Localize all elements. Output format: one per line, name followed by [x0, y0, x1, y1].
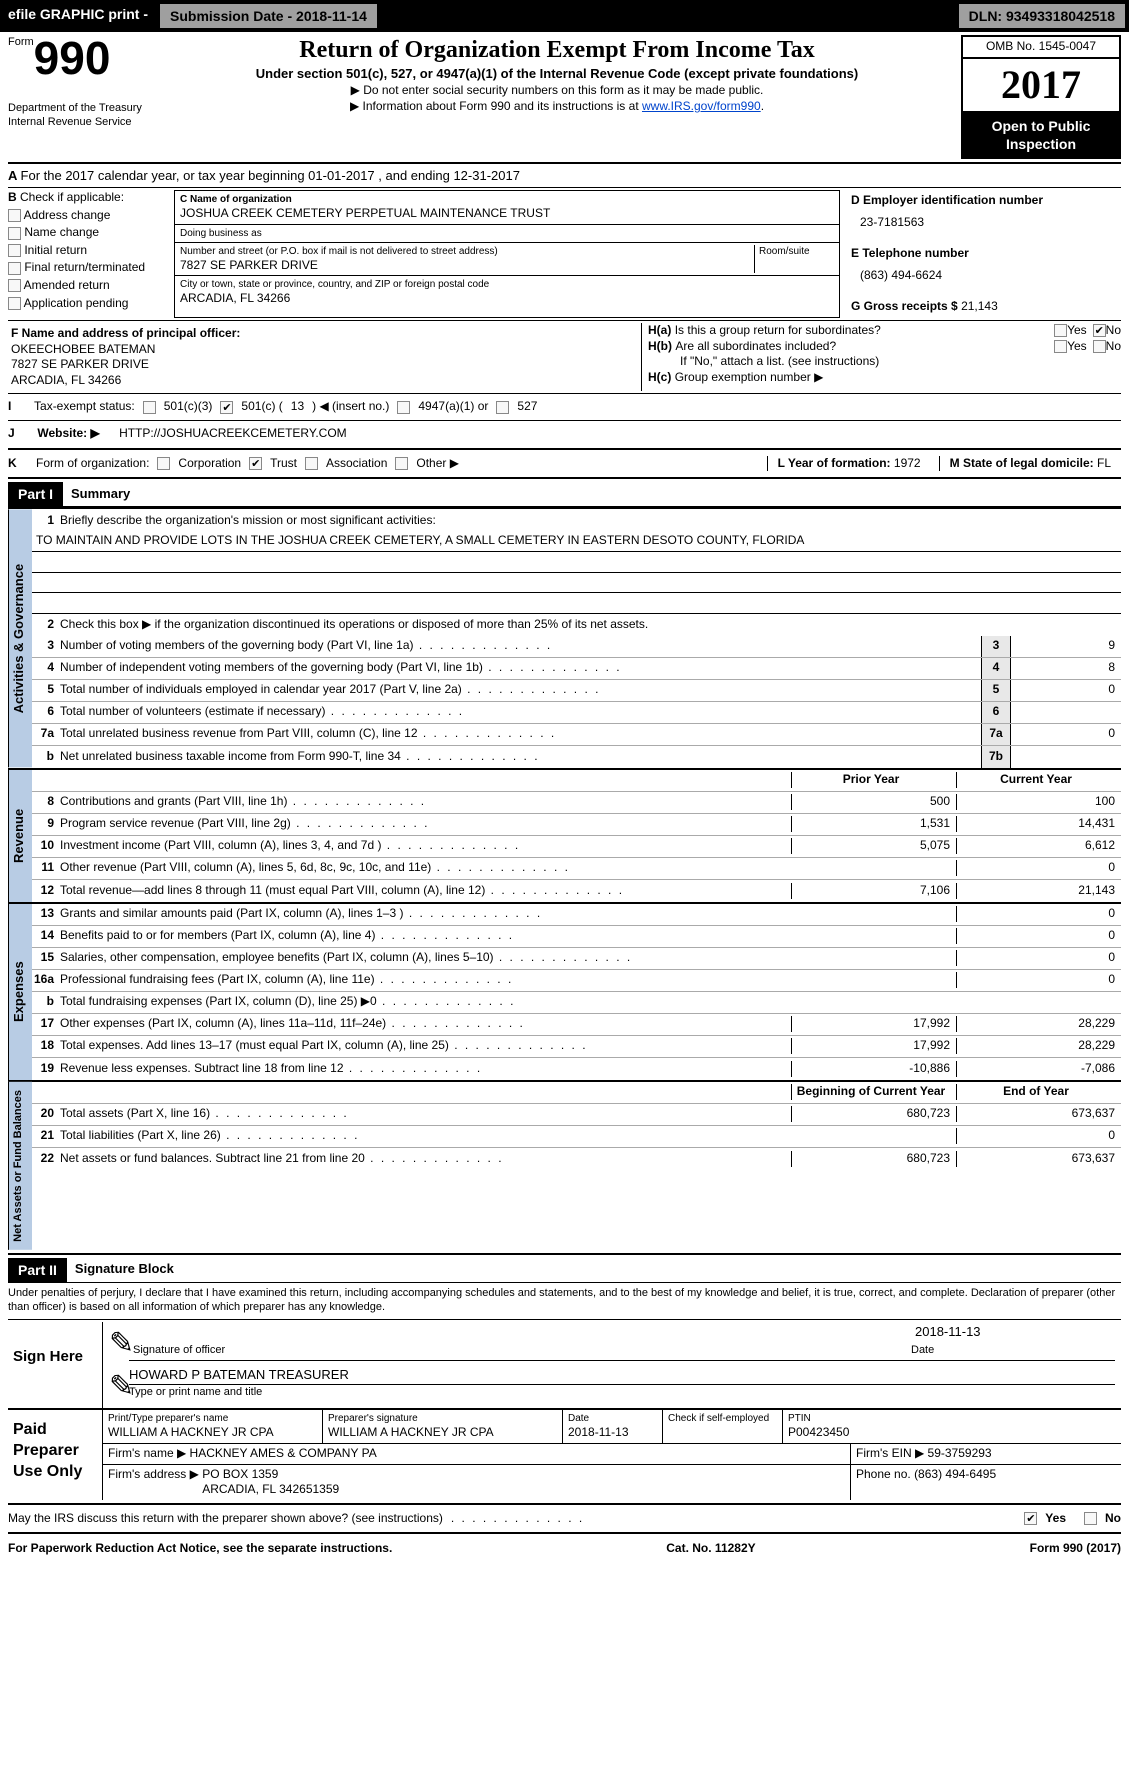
- pen-icon: ✎: [109, 1324, 129, 1363]
- form-number: Form990: [8, 35, 153, 81]
- chk-assoc[interactable]: [305, 457, 318, 470]
- chk-4947[interactable]: [397, 401, 410, 414]
- form-header: Form990 Department of the Treasury Inter…: [8, 35, 1121, 159]
- firm-address: PO BOX 1359 ARCADIA, FL 342651359: [202, 1467, 339, 1498]
- tab-revenue: Revenue: [8, 770, 32, 902]
- section-a-period: A For the 2017 calendar year, or tax yea…: [8, 168, 1121, 185]
- website-url: HTTP://JOSHUACREEKCEMETERY.COM: [119, 426, 347, 442]
- line-11: 11Other revenue (Part VIII, column (A), …: [32, 858, 1121, 880]
- line-19: 19Revenue less expenses. Subtract line 1…: [32, 1058, 1121, 1080]
- tax-year: 2017: [963, 59, 1119, 113]
- ptin: P00423450: [788, 1425, 1116, 1441]
- chk-application-pending[interactable]: Application pending: [8, 296, 168, 312]
- firm-name: HACKNEY AMES & COMPANY PA: [190, 1446, 377, 1460]
- line-12: 12Total revenue—add lines 8 through 11 (…: [32, 880, 1121, 902]
- line-14: 14Benefits paid to or for members (Part …: [32, 926, 1121, 948]
- preparer-signature: WILLIAM A HACKNEY JR CPA: [328, 1425, 557, 1441]
- part1-header: Part I Summary: [8, 482, 1121, 507]
- firm-phone: (863) 494-6495: [914, 1467, 996, 1481]
- discuss-yes[interactable]: [1024, 1512, 1037, 1525]
- line-b: bTotal fundraising expenses (Part IX, co…: [32, 992, 1121, 1014]
- line-8: 8Contributions and grants (Part VIII, li…: [32, 792, 1121, 814]
- line-9: 9Program service revenue (Part VIII, lin…: [32, 814, 1121, 836]
- tab-governance: Activities & Governance: [8, 509, 32, 767]
- form-subtitle: Under section 501(c), 527, or 4947(a)(1)…: [161, 66, 953, 83]
- line-16a: 16aProfessional fundraising fees (Part I…: [32, 970, 1121, 992]
- chk-501c[interactable]: [220, 401, 233, 414]
- city-state: ARCADIA, FL 34266: [180, 291, 834, 307]
- mission-text: TO MAINTAIN AND PROVIDE LOTS IN THE JOSH…: [32, 531, 1121, 552]
- ha-no[interactable]: [1093, 324, 1106, 337]
- chk-501c3[interactable]: [143, 401, 156, 414]
- chk-initial-return[interactable]: Initial return: [8, 243, 168, 259]
- form-title: Return of Organization Exempt From Incom…: [161, 35, 953, 66]
- tab-netassets: Net Assets or Fund Balances: [8, 1082, 32, 1250]
- line-21: 21Total liabilities (Part X, line 26)0: [32, 1126, 1121, 1148]
- omb-number: OMB No. 1545-0047: [963, 37, 1119, 59]
- top-bar: efile GRAPHIC print - Submission Date - …: [0, 0, 1129, 32]
- line-17: 17Other expenses (Part IX, column (A), l…: [32, 1014, 1121, 1036]
- line-20: 20Total assets (Part X, line 16)680,7236…: [32, 1104, 1121, 1126]
- hb-yes[interactable]: [1054, 340, 1067, 353]
- gov-line-7b: bNet unrelated business taxable income f…: [32, 746, 1121, 768]
- gross-receipts: 21,143: [961, 299, 998, 313]
- gov-line-6: 6Total number of volunteers (estimate if…: [32, 702, 1121, 724]
- note-ssn: ▶ Do not enter social security numbers o…: [161, 83, 953, 99]
- gov-line-3: 3Number of voting members of the governi…: [32, 636, 1121, 658]
- line-13: 13Grants and similar amounts paid (Part …: [32, 904, 1121, 926]
- discuss-no[interactable]: [1084, 1512, 1097, 1525]
- preparer-name: WILLIAM A HACKNEY JR CPA: [108, 1425, 317, 1441]
- line-18: 18Total expenses. Add lines 13–17 (must …: [32, 1036, 1121, 1058]
- chk-final-return[interactable]: Final return/terminated: [8, 260, 168, 276]
- pen-icon: ✎: [109, 1367, 129, 1406]
- sign-here-label: Sign Here: [8, 1322, 103, 1408]
- right-box: OMB No. 1545-0047 2017 Open to Public In…: [961, 35, 1121, 159]
- tab-expenses: Expenses: [8, 904, 32, 1080]
- chk-name-change[interactable]: Name change: [8, 225, 168, 241]
- perjury-declaration: Under penalties of perjury, I declare th…: [8, 1283, 1121, 1318]
- paid-preparer-label: Paid Preparer Use Only: [8, 1410, 103, 1499]
- title-block: Return of Organization Exempt From Incom…: [161, 35, 953, 114]
- chk-corp[interactable]: [157, 457, 170, 470]
- ha-yes[interactable]: [1054, 324, 1067, 337]
- dln-btn[interactable]: DLN: 93493318042518: [958, 3, 1126, 29]
- submission-date-btn[interactable]: Submission Date - 2018-11-14: [159, 3, 378, 29]
- row-j-website: J Website: ▶ HTTP://JOSHUACREEKCEMETERY.…: [8, 423, 1121, 445]
- chk-other[interactable]: [395, 457, 408, 470]
- line-15: 15Salaries, other compensation, employee…: [32, 948, 1121, 970]
- inspection-label: Open to Public Inspection: [963, 113, 1119, 157]
- dept-text: Department of the Treasury Internal Reve…: [8, 101, 153, 130]
- footer: For Paperwork Reduction Act Notice, see …: [8, 1537, 1121, 1561]
- principal-officer: OKEECHOBEE BATEMAN 7827 SE PARKER DRIVE …: [11, 342, 632, 389]
- efile-label: efile GRAPHIC print -: [0, 0, 156, 32]
- note-link: ▶ Information about Form 990 and its ins…: [161, 99, 953, 115]
- org-name: JOSHUA CREEK CEMETERY PERPETUAL MAINTENA…: [180, 206, 834, 222]
- street-address: 7827 SE PARKER DRIVE: [180, 258, 754, 274]
- preparer-date: 2018-11-13: [568, 1425, 657, 1441]
- gov-line-5: 5Total number of individuals employed in…: [32, 680, 1121, 702]
- line-10: 10Investment income (Part VIII, column (…: [32, 836, 1121, 858]
- officer-name: HOWARD P BATEMAN TREASURER: [129, 1367, 1115, 1385]
- chk-527[interactable]: [496, 401, 509, 414]
- telephone: (863) 494-6624: [846, 265, 1121, 287]
- row-i-tax-status: I Tax-exempt status: 501(c)(3) 501(c) ( …: [8, 396, 1121, 418]
- row-k-form-org: K Form of organization: Corporation Trus…: [8, 453, 1121, 475]
- chk-trust[interactable]: [249, 457, 262, 470]
- col-d-right: D Employer identification number 23-7181…: [846, 190, 1121, 318]
- hb-no[interactable]: [1093, 340, 1106, 353]
- line-22: 22Net assets or fund balances. Subtract …: [32, 1148, 1121, 1170]
- col-c-org-info: C Name of organization JOSHUA CREEK CEME…: [174, 190, 840, 318]
- gov-line-7a: 7aTotal unrelated business revenue from …: [32, 724, 1121, 746]
- part2-header: Part II Signature Block: [8, 1258, 1121, 1283]
- firm-ein: 59-3759293: [928, 1446, 992, 1460]
- col-b-checkboxes: B Check if applicable: Address change Na…: [8, 190, 168, 318]
- ein: 23-7181563: [846, 212, 1121, 234]
- chk-address-change[interactable]: Address change: [8, 208, 168, 224]
- gov-line-4: 4Number of independent voting members of…: [32, 658, 1121, 680]
- discuss-row: May the IRS discuss this return with the…: [8, 1508, 1121, 1530]
- chk-amended[interactable]: Amended return: [8, 278, 168, 294]
- irs-link[interactable]: www.IRS.gov/form990: [642, 99, 761, 113]
